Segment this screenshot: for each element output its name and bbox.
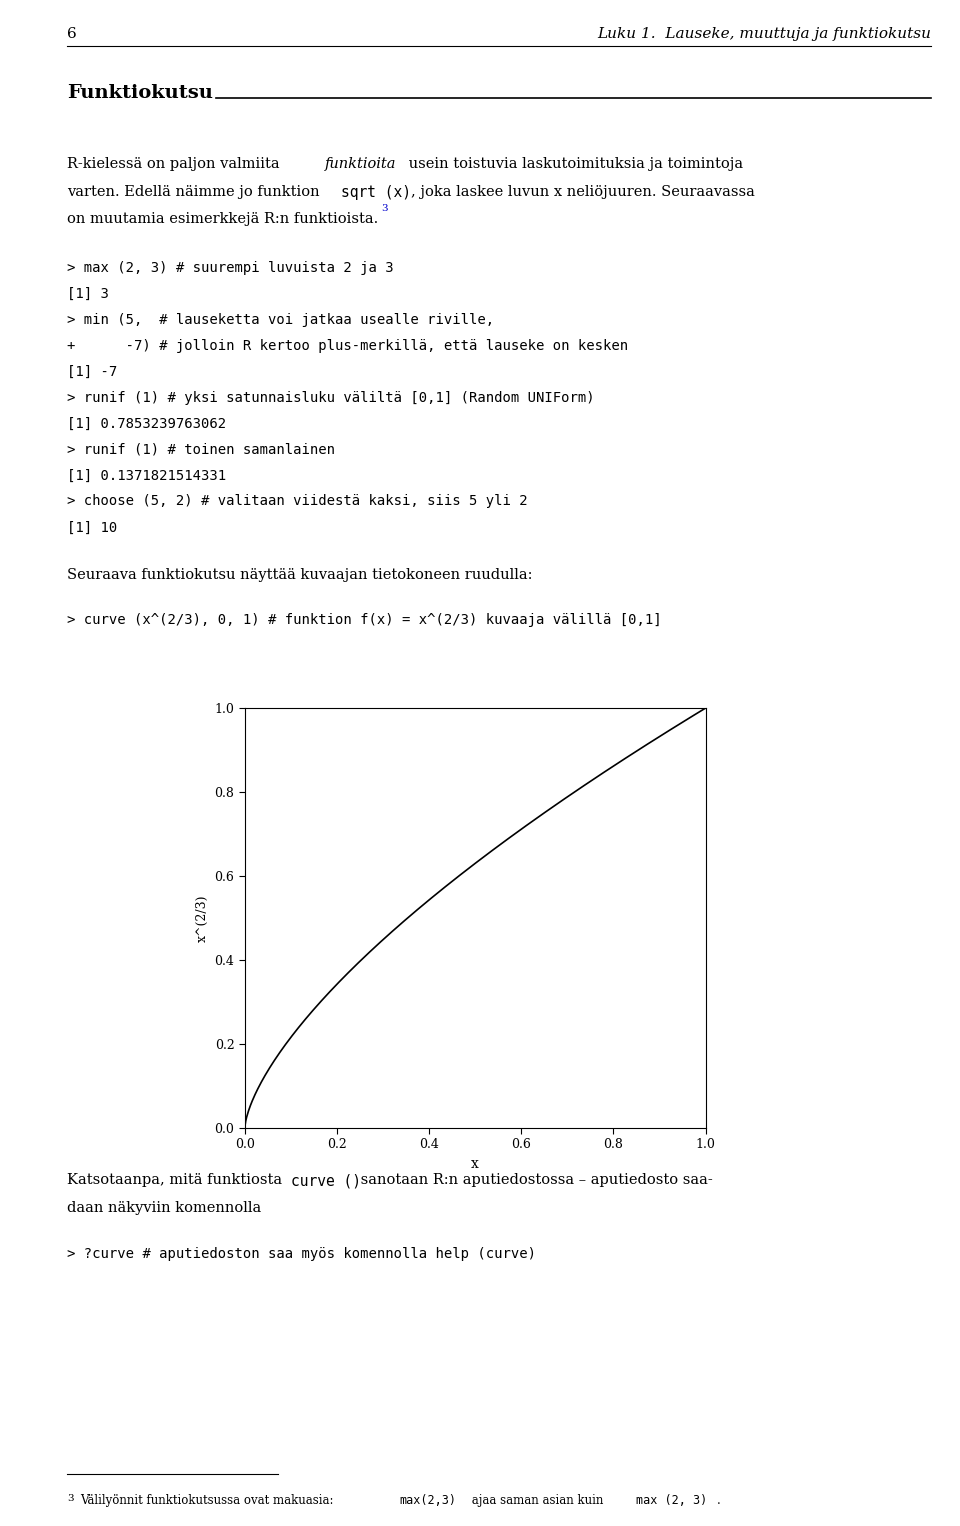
Text: 3: 3 bbox=[381, 204, 388, 214]
Text: > choose (5, 2) # valitaan viidestä kaksi, siis 5 yli 2: > choose (5, 2) # valitaan viidestä kaks… bbox=[67, 494, 528, 508]
Text: varten. Edellä näimme jo funktion: varten. Edellä näimme jo funktion bbox=[67, 185, 324, 198]
Text: , joka laskee luvun x neliöjuuren. Seuraavassa: , joka laskee luvun x neliöjuuren. Seura… bbox=[411, 185, 755, 198]
Text: max(2,3): max(2,3) bbox=[399, 1494, 456, 1508]
Text: Katsotaanpa, mitä funktiosta: Katsotaanpa, mitä funktiosta bbox=[67, 1173, 287, 1187]
Text: > ?curve # aputiedoston saa myös komennolla help (curve): > ?curve # aputiedoston saa myös komenno… bbox=[67, 1247, 537, 1260]
Text: > runif (1) # yksi satunnaisluku väliltä [0,1] (Random UNIForm): > runif (1) # yksi satunnaisluku väliltä… bbox=[67, 391, 595, 404]
Text: on muutamia esimerkkejä R:n funktioista.: on muutamia esimerkkejä R:n funktioista. bbox=[67, 212, 378, 226]
X-axis label: x: x bbox=[471, 1157, 479, 1170]
Text: +      -7) # jolloin R kertoo plus-merkillä, että lauseke on kesken: + -7) # jolloin R kertoo plus-merkillä, … bbox=[67, 339, 629, 353]
Text: max (2, 3): max (2, 3) bbox=[636, 1494, 707, 1508]
Text: [1] -7: [1] -7 bbox=[67, 365, 117, 378]
Text: [1] 10: [1] 10 bbox=[67, 520, 117, 534]
Text: funktioita: funktioita bbox=[324, 157, 396, 171]
Text: [1] 0.1371821514331: [1] 0.1371821514331 bbox=[67, 468, 227, 482]
Text: .: . bbox=[717, 1494, 721, 1508]
Text: sanotaan R:n aputiedostossa – aputiedosto saa-: sanotaan R:n aputiedostossa – aputiedost… bbox=[356, 1173, 713, 1187]
Text: ajaa saman asian kuin: ajaa saman asian kuin bbox=[468, 1494, 608, 1508]
Text: R-kielessä on paljon valmiita: R-kielessä on paljon valmiita bbox=[67, 157, 284, 171]
Text: [1] 0.7853239763062: [1] 0.7853239763062 bbox=[67, 417, 227, 430]
Text: 6: 6 bbox=[67, 27, 77, 41]
Text: daan näkyviin komennolla: daan näkyviin komennolla bbox=[67, 1201, 261, 1215]
Text: > runif (1) # toinen samanlainen: > runif (1) # toinen samanlainen bbox=[67, 443, 335, 456]
Text: 3: 3 bbox=[67, 1494, 74, 1503]
Y-axis label: x^(2/3): x^(2/3) bbox=[196, 894, 209, 942]
Text: [1] 3: [1] 3 bbox=[67, 287, 109, 301]
Text: > max (2, 3) # suurempi luvuista 2 ja 3: > max (2, 3) # suurempi luvuista 2 ja 3 bbox=[67, 261, 394, 275]
Text: Välilyönnit funktiokutsussa ovat makuasia:: Välilyönnit funktiokutsussa ovat makuasi… bbox=[80, 1494, 337, 1508]
Text: Seuraava funktiokutsu näyttää kuvaajan tietokoneen ruudulla:: Seuraava funktiokutsu näyttää kuvaajan t… bbox=[67, 568, 533, 581]
Text: > curve (x^(2/3), 0, 1) # funktion f(x) = x^(2/3) kuvaaja välillä [0,1]: > curve (x^(2/3), 0, 1) # funktion f(x) … bbox=[67, 613, 661, 627]
Text: usein toistuvia laskutoimituksia ja toimintoja: usein toistuvia laskutoimituksia ja toim… bbox=[404, 157, 743, 171]
Text: Funktiokutsu: Funktiokutsu bbox=[67, 84, 213, 102]
Text: sqrt (x): sqrt (x) bbox=[341, 185, 411, 200]
Text: curve (): curve () bbox=[291, 1173, 361, 1189]
Text: Luku 1.  Lauseke, muuttuja ja funktiokutsu: Luku 1. Lauseke, muuttuja ja funktiokuts… bbox=[597, 27, 931, 41]
Text: > min (5,  # lauseketta voi jatkaa usealle riville,: > min (5, # lauseketta voi jatkaa useall… bbox=[67, 313, 494, 327]
